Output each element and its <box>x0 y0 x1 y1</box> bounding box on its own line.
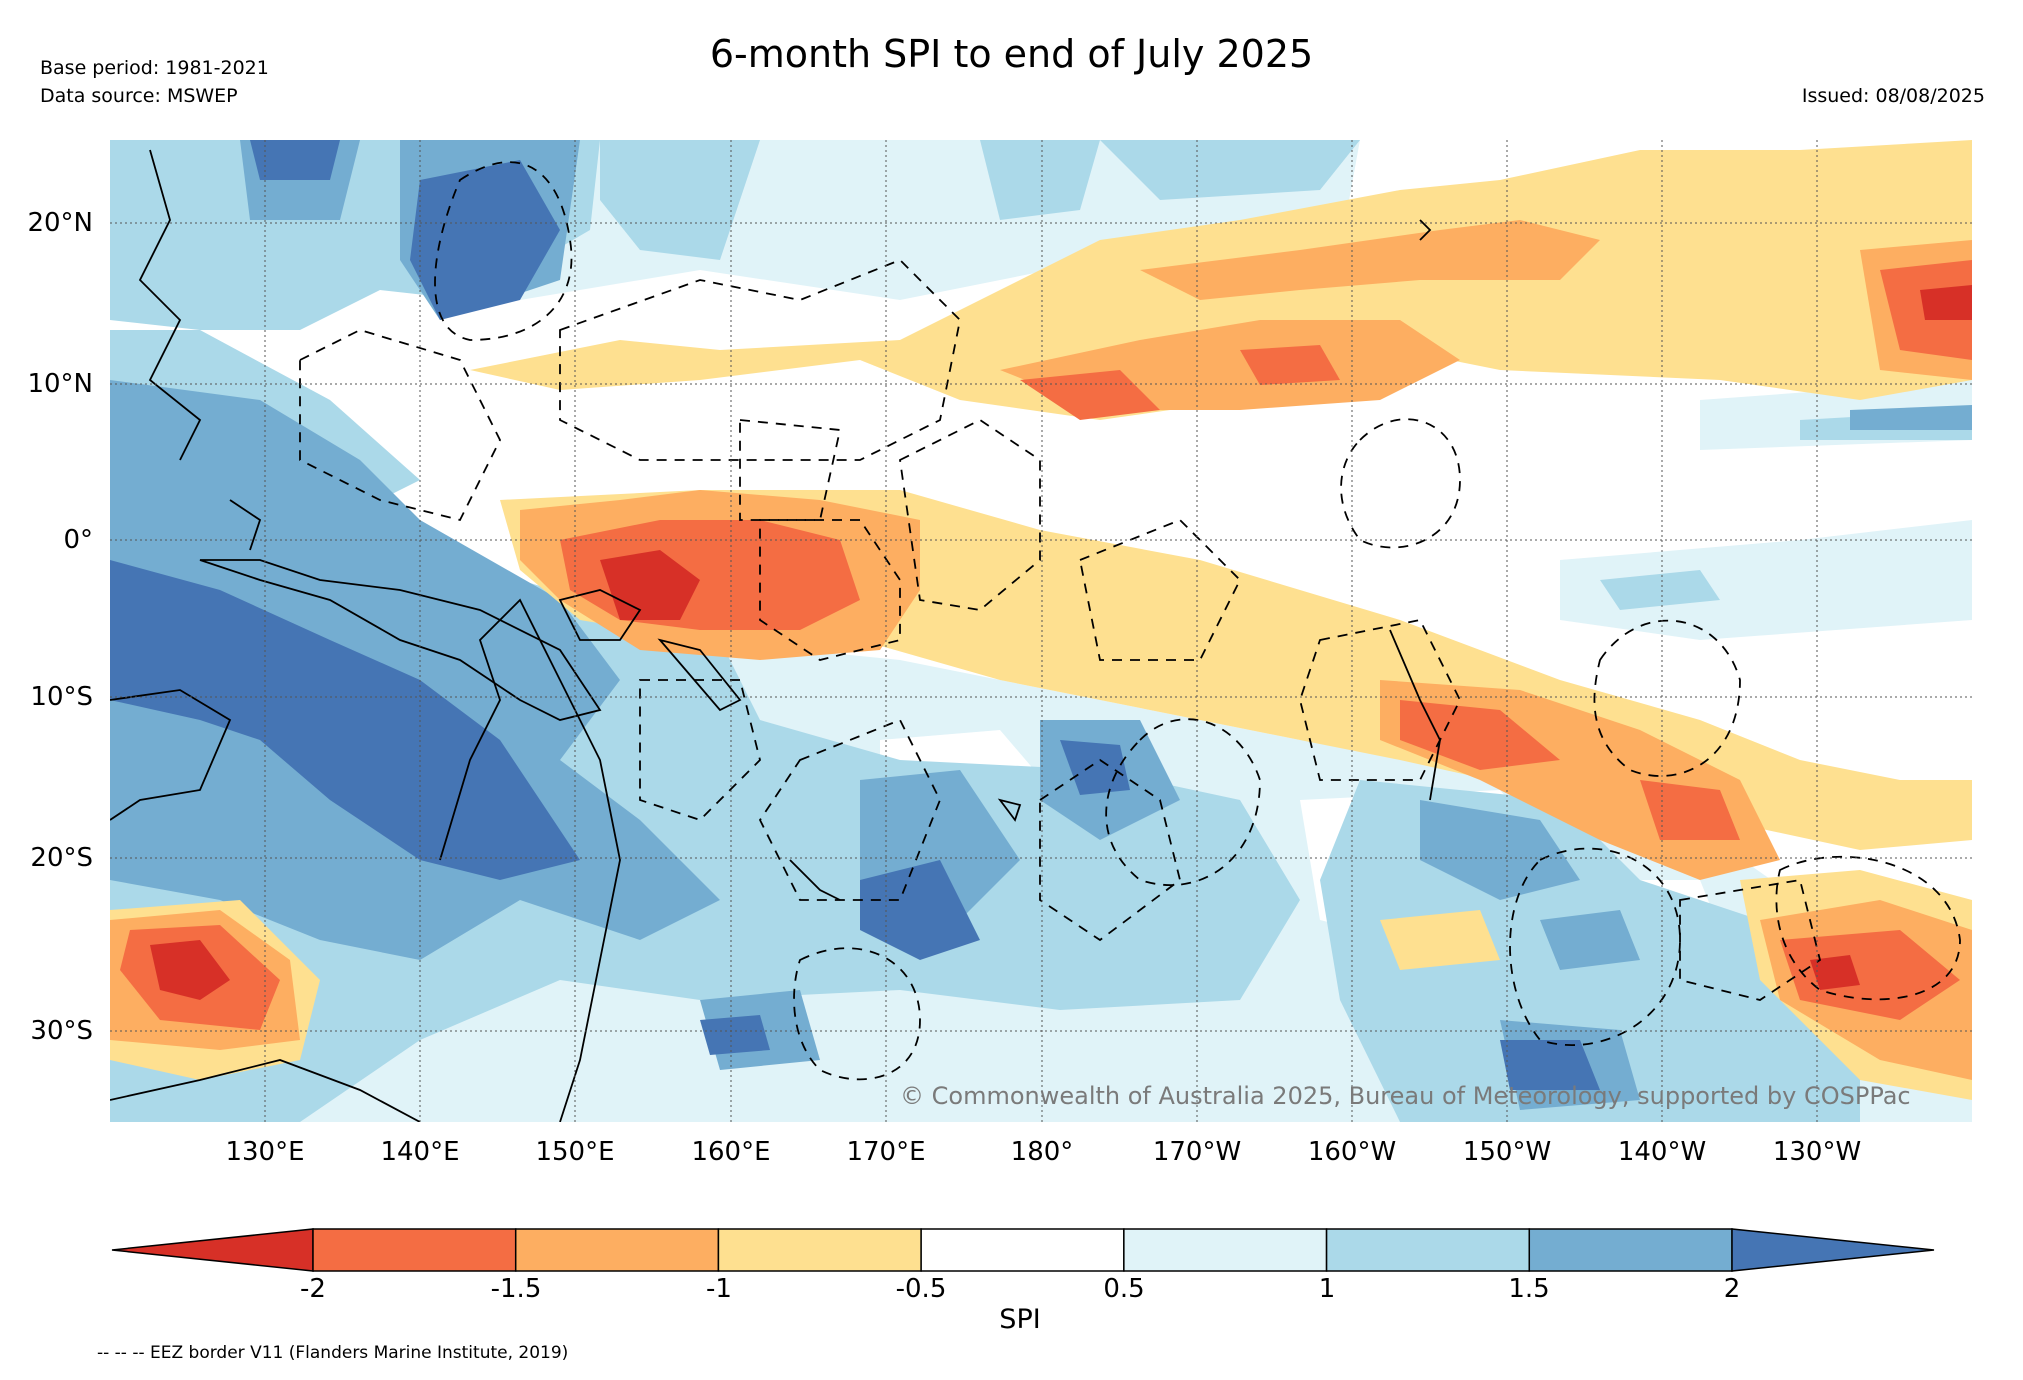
lon-label-130w: 130°W <box>1772 1137 1862 1167</box>
lat-label-0: 0° <box>63 525 93 555</box>
colorbar-tick: -1 <box>706 1274 732 1304</box>
colorbar-tick: -0.5 <box>895 1274 947 1304</box>
map-title: 6-month SPI to end of July 2025 <box>709 32 1314 76</box>
colorbar-segment <box>1528 1228 1733 1272</box>
lat-label-10n: 10°N <box>27 369 93 399</box>
lon-label-140e: 140°E <box>380 1137 460 1167</box>
colorbar-tick: 0.5 <box>1103 1274 1145 1304</box>
colorbar-tick: -1.5 <box>490 1274 542 1304</box>
issued-date: Issued: 08/08/2025 <box>1801 85 1985 107</box>
colorbar-segment <box>1325 1228 1531 1272</box>
colorbar-segment <box>514 1228 720 1272</box>
lat-label-10s: 10°S <box>30 682 93 712</box>
graticule <box>110 140 1972 1122</box>
eez-border-note: -- -- -- EEZ border V11 (Flanders Marine… <box>97 1343 569 1363</box>
colorbar-segment <box>312 1228 517 1272</box>
colorbar-tick: 1 <box>1318 1274 1336 1304</box>
colorbar-tick: 2 <box>1723 1274 1741 1304</box>
colorbar-segment <box>920 1228 1125 1272</box>
colorbar-tick: -2 <box>300 1274 326 1304</box>
lon-label-160e: 160°E <box>691 1137 771 1167</box>
lon-label-130e: 130°E <box>225 1137 305 1167</box>
lat-label-20n: 20°N <box>27 208 93 238</box>
colorbar-extend-low <box>111 1228 314 1272</box>
colorbar-segment <box>1123 1228 1328 1272</box>
lon-label-170e: 170°E <box>846 1137 926 1167</box>
spi-wet-extreme-region <box>110 140 1600 1090</box>
lat-label-20s: 20°S <box>30 843 93 873</box>
eez-borders <box>299 161 1961 1081</box>
colorbar-tick: 1.5 <box>1508 1274 1550 1304</box>
lon-label-150w: 150°W <box>1462 1137 1552 1167</box>
copyright-notice: © Commonwealth of Australia 2025, Bureau… <box>900 1082 1911 1110</box>
lon-label-160w: 160°W <box>1307 1137 1397 1167</box>
colorbar-extend-high <box>1731 1228 1935 1272</box>
base-period-note: Base period: 1981-2021 <box>40 57 269 79</box>
coastlines <box>110 149 1441 1122</box>
colorbar-label: SPI <box>999 1304 1041 1335</box>
lon-label-170w: 170°W <box>1152 1137 1242 1167</box>
lon-label-150e: 150°E <box>535 1137 615 1167</box>
lat-label-30s: 30°S <box>30 1016 93 1046</box>
lon-label-180: 180° <box>1010 1137 1074 1167</box>
data-source-note: Data source: MSWEP <box>40 85 238 107</box>
lon-label-140w: 140°W <box>1617 1137 1707 1167</box>
colorbar-segment <box>717 1228 922 1272</box>
